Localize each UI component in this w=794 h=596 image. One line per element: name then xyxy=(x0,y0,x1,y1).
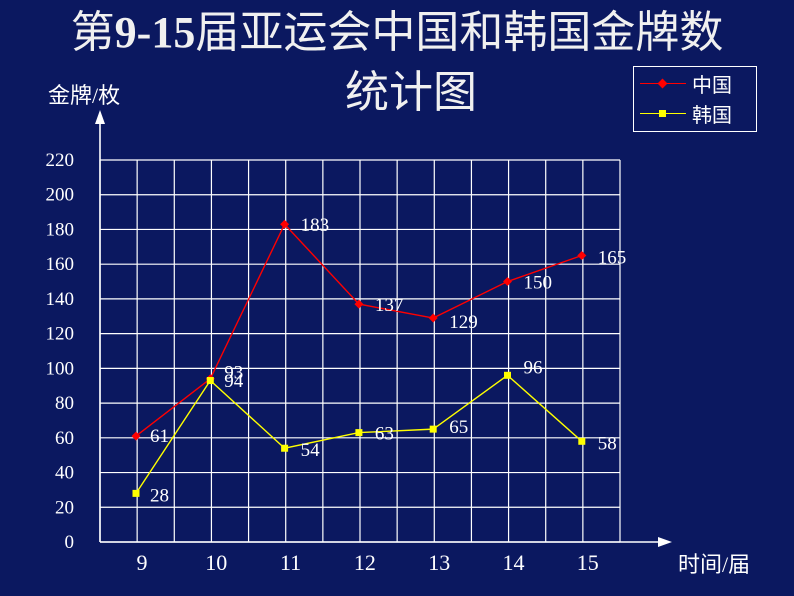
data-point-korea xyxy=(206,377,214,385)
data-label-korea: 28 xyxy=(150,485,169,506)
data-label-korea: 93 xyxy=(224,363,243,384)
y-tick-label: 200 xyxy=(46,185,75,206)
y-axis-arrow-icon xyxy=(95,110,105,124)
data-label-korea: 54 xyxy=(301,440,321,461)
data-point-korea xyxy=(504,371,511,379)
data-point-china xyxy=(428,313,438,323)
y-tick-label: 120 xyxy=(46,324,75,345)
y-tick-label: 140 xyxy=(46,289,75,310)
y-tick-label: 220 xyxy=(46,150,75,171)
title-range: 9-15 xyxy=(114,8,196,57)
y-tick-label: 0 xyxy=(65,532,75,553)
x-tick-label: 11 xyxy=(280,550,301,575)
y-tick-label: 40 xyxy=(55,463,74,484)
title-prefix: 第 xyxy=(70,7,115,58)
data-label-china: 183 xyxy=(301,215,330,236)
data-point-korea xyxy=(132,489,140,497)
y-tick-label: 160 xyxy=(46,254,75,275)
data-label-korea: 58 xyxy=(598,433,617,454)
legend-item-korea: 韩国 xyxy=(634,101,756,129)
data-label-china: 150 xyxy=(524,273,553,294)
x-tick-label: 13 xyxy=(428,550,450,575)
chart-title-line-1: 第9-15届亚运会中国和韩国金牌数 xyxy=(0,8,794,58)
data-point-china xyxy=(280,219,290,229)
data-point-korea xyxy=(281,444,289,452)
data-point-china xyxy=(354,299,364,309)
legend-label-korea: 韩国 xyxy=(692,103,732,127)
data-label-china: 94 xyxy=(224,371,244,392)
data-label-korea: 96 xyxy=(524,357,543,378)
data-label-korea: 63 xyxy=(375,424,394,445)
legend: 中国 韩国 xyxy=(633,66,757,132)
y-tick-label: 100 xyxy=(46,358,75,379)
data-point-china xyxy=(577,251,587,260)
series-line-china xyxy=(135,223,583,437)
chart-title-line-2: 统计图 xyxy=(345,67,477,118)
data-label-china: 129 xyxy=(449,312,478,333)
data-point-china xyxy=(131,431,141,441)
data-point-korea xyxy=(578,437,586,445)
y-tick-label: 80 xyxy=(55,393,74,414)
y-tick-label: 20 xyxy=(55,497,74,518)
diamond-marker-icon xyxy=(657,78,668,89)
data-label-china: 61 xyxy=(150,426,169,447)
x-tick-label: 15 xyxy=(577,550,599,575)
x-tick-label: 12 xyxy=(354,550,376,575)
square-marker-icon xyxy=(659,110,666,117)
data-label-korea: 65 xyxy=(449,417,468,438)
data-point-korea xyxy=(355,429,363,437)
y-axis-label: 金牌/枚 xyxy=(48,83,120,108)
y-tick-label: 60 xyxy=(55,428,74,449)
legend-label-china: 中国 xyxy=(692,73,732,97)
title-rest: 届亚运会中国和韩国金牌数 xyxy=(195,7,724,58)
data-point-china xyxy=(503,277,512,287)
x-axis-label: 时间/届 xyxy=(678,552,750,577)
x-tick-label: 10 xyxy=(205,550,227,575)
x-tick-label: 9 xyxy=(137,550,148,575)
data-label-china: 137 xyxy=(375,295,404,316)
data-label-china: 165 xyxy=(598,248,627,269)
data-point-korea xyxy=(429,425,437,433)
x-tick-label: 14 xyxy=(503,550,525,575)
legend-item-china: 中国 xyxy=(634,71,756,99)
y-tick-label: 180 xyxy=(46,219,75,240)
x-axis-arrow-icon xyxy=(658,537,672,547)
